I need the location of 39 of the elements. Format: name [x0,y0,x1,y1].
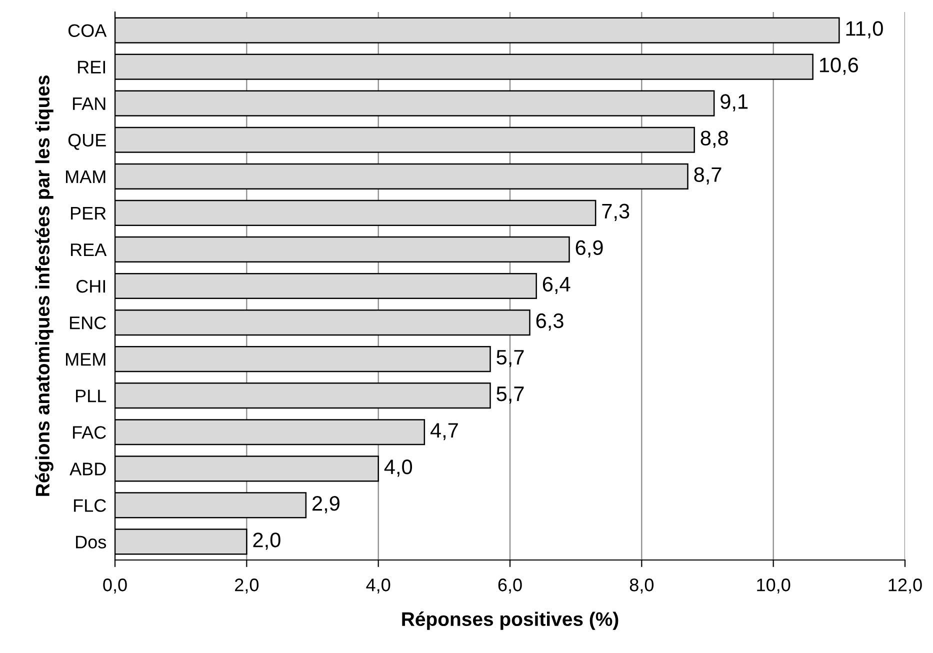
x-tick-label: 8,0 [630,578,654,594]
y-tick-label: MAM [66,170,106,183]
data-label: 5,7 [496,386,524,404]
data-label: 6,4 [542,276,570,294]
data-label: 7,3 [602,204,630,221]
x-tick-label: 4,0 [366,578,390,594]
data-label: 2,9 [312,496,340,514]
y-tick-label: PLL [76,390,106,402]
data-label: 5,7 [496,350,524,368]
y-tick-label: MEM [66,353,106,366]
x-tick-label: 0,0 [103,578,127,594]
data-label: 2,0 [253,532,280,550]
y-tick-label: CHI [76,280,105,293]
y-tick-label: FAC [73,426,106,439]
y-tick-label: ABD [70,462,106,476]
x-tick-label: 6,0 [498,578,522,594]
data-label: 8,7 [694,167,722,184]
data-label: 8,8 [700,130,728,148]
data-label: 6,3 [536,313,564,331]
data-label: 6,9 [576,240,603,258]
y-axis-title: Régions anatomiques infestées par les tiques [35,76,54,496]
data-label: 11,0 [846,21,883,38]
y-tick-label: PER [71,207,106,220]
y-tick-label: REI [78,60,105,74]
y-tick-label: COA [68,24,107,37]
x-axis-title: Réponses positives (%) [402,612,618,630]
y-tick-label: REA [71,244,107,256]
data-label: 9,1 [720,94,748,112]
y-tick-label: Dos [76,536,106,548]
y-tick-label: QUE [68,134,106,150]
data-label: 10,6 [820,58,858,75]
data-label: 4,0 [384,460,412,477]
data-label: 4,7 [430,423,458,440]
x-tick-label: 10,0 [757,578,790,594]
y-tick-label: ENC [70,316,106,330]
x-tick-label: 12,0 [888,578,922,594]
y-tick-label: FLC [74,499,106,512]
y-tick-label: FAN [73,97,106,110]
x-tick-label: 2,0 [235,578,259,594]
